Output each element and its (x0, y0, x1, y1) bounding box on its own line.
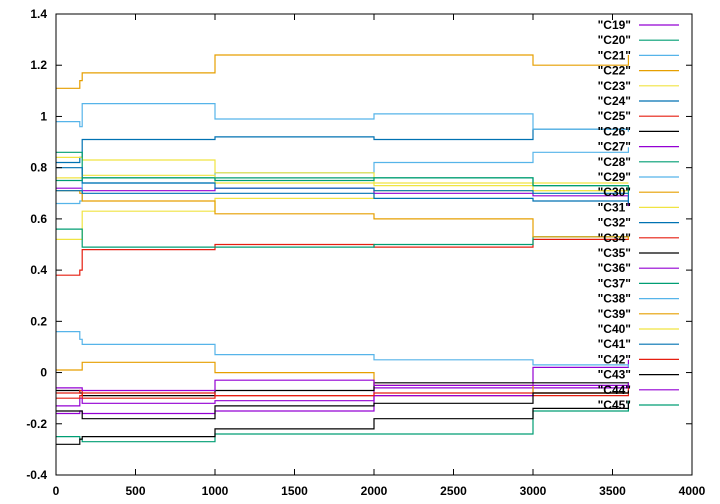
legend-label: "C22" (598, 64, 631, 78)
x-tick-label: 3000 (520, 484, 547, 498)
y-tick-label: 0.4 (30, 263, 47, 277)
legend-label: "C30" (598, 185, 631, 199)
legend-label: "C28" (598, 155, 631, 169)
x-axis: 0 500 1000 1500 2000 2500 3000 3500 4000 (53, 14, 706, 498)
series-line-c45 (56, 177, 630, 191)
y-tick-label: 0.6 (30, 212, 47, 226)
series-line-c28 (56, 228, 629, 248)
x-tick-label: 4000 (679, 484, 706, 498)
legend-label: "C29" (598, 170, 631, 184)
legend-label: "C35" (598, 246, 631, 260)
legend-label: "C32" (598, 216, 631, 230)
y-tick-label: 0.2 (30, 314, 47, 328)
series-line-c30 (56, 190, 630, 240)
legend-label: "C40" (598, 322, 631, 336)
x-tick-label: 0 (53, 484, 60, 498)
series-line-c21 (56, 331, 630, 368)
y-tick-label: 1 (40, 109, 47, 123)
x-tick-label: 1500 (281, 484, 308, 498)
legend-label: "C44" (598, 383, 631, 397)
legend-label: "C25" (598, 109, 631, 123)
legend-label: "C37" (598, 276, 631, 290)
series-line-c39 (56, 361, 629, 394)
legend-label: "C24" (598, 94, 631, 108)
x-tick-label: 2500 (440, 484, 467, 498)
series-line-c20 (56, 400, 630, 443)
legend-label: "C23" (598, 79, 631, 93)
y-tick-label: 0 (40, 366, 47, 380)
series-line-c35 (56, 403, 630, 445)
series-layer (56, 54, 630, 445)
legend-label: "C38" (598, 292, 631, 306)
y-tick-label: 1.2 (30, 58, 47, 72)
legend-label: "C39" (598, 307, 631, 321)
legend-label: "C26" (598, 124, 631, 138)
y-tick-label: 0.8 (30, 161, 47, 175)
x-tick-label: 1000 (202, 484, 229, 498)
legend-label: "C27" (598, 140, 631, 154)
series-line-c31 (56, 156, 630, 196)
x-tick-label: 2000 (361, 484, 388, 498)
x-tick-label: 500 (125, 484, 145, 498)
y-axis: -0.4 -0.2 0 0.2 0.4 0.6 0.8 1 1.2 1.4 (26, 7, 692, 482)
y-tick-label: -0.2 (26, 417, 47, 431)
legend-label: "C19" (598, 18, 631, 32)
legend-label: "C36" (598, 261, 631, 275)
x-tick-label: 3500 (599, 484, 626, 498)
series-line-c26 (56, 382, 630, 397)
legend-label: "C45" (598, 398, 631, 412)
legend-label: "C43" (598, 368, 631, 382)
y-tick-label: -0.4 (26, 468, 47, 482)
series-line-c44 (56, 379, 630, 392)
legend-label: "C21" (598, 48, 631, 62)
series-line-c25 (56, 236, 630, 276)
series-line-c41 (56, 167, 630, 201)
series-line-c34 (56, 390, 630, 399)
series-line-c38 (56, 102, 630, 132)
series-line-c43 (56, 390, 630, 420)
legend-label: "C34" (598, 231, 631, 245)
legend-label: "C42" (598, 352, 631, 366)
legend-label: "C31" (598, 200, 631, 214)
legend-label: "C41" (598, 337, 631, 351)
series-line-c22 (56, 54, 630, 89)
legend: "C19""C20""C21" "C22""C23""C24""C25""C26"… (598, 18, 679, 412)
y-tick-label: 1.4 (30, 7, 47, 21)
series-line-c32 (56, 190, 630, 204)
legend-label: "C20" (598, 33, 631, 47)
series-line-c24 (56, 128, 629, 164)
